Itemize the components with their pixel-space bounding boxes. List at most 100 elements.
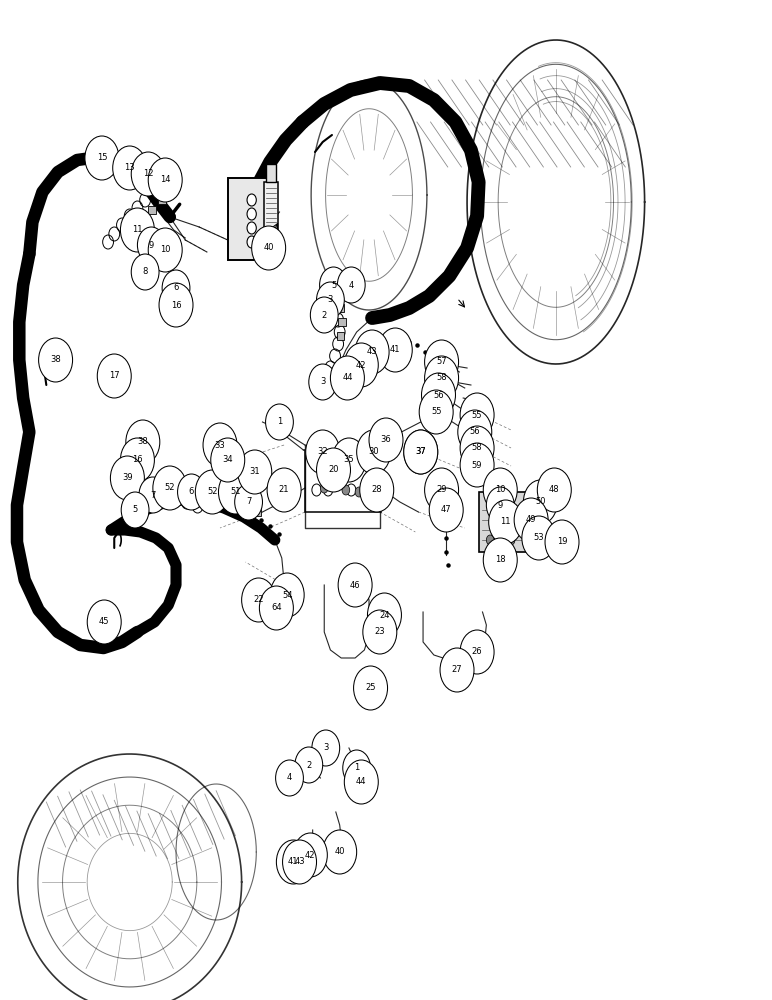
Circle shape [312, 730, 340, 766]
Text: 40: 40 [263, 243, 274, 252]
Circle shape [235, 484, 262, 520]
Text: 52: 52 [164, 484, 175, 492]
Bar [336, 304, 344, 312]
Circle shape [419, 390, 453, 434]
Text: 7: 7 [246, 497, 251, 506]
Text: 44: 44 [356, 778, 367, 786]
Circle shape [422, 373, 455, 417]
Text: 50: 50 [535, 497, 546, 506]
Circle shape [460, 630, 494, 674]
Text: 52: 52 [207, 488, 218, 496]
Text: 11: 11 [500, 518, 511, 526]
Text: 57: 57 [436, 358, 447, 366]
Text: 29: 29 [436, 486, 447, 494]
Circle shape [507, 535, 515, 545]
Text: 1: 1 [354, 764, 359, 772]
Text: 38: 38 [50, 356, 61, 364]
Text: 42: 42 [305, 850, 316, 859]
Circle shape [344, 343, 378, 387]
FancyBboxPatch shape [228, 178, 276, 260]
Circle shape [110, 456, 144, 500]
Circle shape [486, 535, 494, 545]
FancyBboxPatch shape [305, 450, 381, 512]
Circle shape [211, 438, 245, 482]
Text: 37: 37 [415, 448, 426, 456]
Text: 5: 5 [331, 280, 336, 290]
Circle shape [483, 468, 517, 512]
Circle shape [238, 450, 272, 494]
Text: 5: 5 [133, 506, 137, 514]
Circle shape [113, 146, 147, 190]
Text: 59: 59 [472, 460, 482, 470]
Circle shape [39, 338, 73, 382]
Text: 56: 56 [433, 390, 444, 399]
Circle shape [323, 830, 357, 874]
Circle shape [460, 443, 494, 487]
Circle shape [320, 460, 328, 470]
Circle shape [247, 236, 256, 248]
Text: 10: 10 [495, 486, 506, 494]
Bar [137, 214, 145, 222]
Text: 2: 2 [322, 310, 327, 320]
Circle shape [218, 470, 252, 514]
Text: 42: 42 [356, 360, 367, 369]
Bar [338, 318, 346, 326]
Bar [148, 206, 156, 214]
Text: 25: 25 [365, 684, 376, 692]
Circle shape [378, 328, 412, 372]
Circle shape [458, 410, 492, 454]
Circle shape [317, 448, 350, 492]
Text: 35: 35 [344, 456, 354, 464]
Circle shape [137, 227, 165, 263]
Circle shape [342, 462, 350, 472]
Circle shape [120, 438, 154, 482]
Text: 41: 41 [390, 346, 401, 355]
Text: 23: 23 [374, 628, 385, 637]
Circle shape [342, 485, 350, 495]
Text: 1: 1 [277, 418, 282, 426]
Circle shape [283, 840, 317, 884]
Circle shape [460, 393, 494, 437]
Text: 12: 12 [143, 169, 154, 178]
Text: 40: 40 [334, 848, 345, 856]
Circle shape [460, 426, 494, 470]
Text: 28: 28 [371, 486, 382, 494]
Circle shape [496, 533, 504, 543]
Text: 58: 58 [436, 373, 447, 382]
Circle shape [514, 498, 548, 542]
Text: 38: 38 [137, 438, 148, 446]
Text: 13: 13 [124, 163, 135, 172]
Circle shape [425, 340, 459, 384]
Circle shape [404, 430, 438, 474]
Text: 49: 49 [526, 516, 537, 524]
Circle shape [126, 420, 160, 464]
Text: 47: 47 [441, 506, 452, 514]
Text: 48: 48 [549, 486, 560, 494]
Text: 9: 9 [149, 240, 154, 249]
Circle shape [332, 438, 366, 482]
Text: 10: 10 [160, 245, 171, 254]
Circle shape [270, 573, 304, 617]
Circle shape [440, 648, 474, 692]
Bar [334, 292, 341, 300]
Text: 44: 44 [342, 373, 353, 382]
Circle shape [148, 228, 182, 272]
Text: 20: 20 [328, 466, 339, 475]
Circle shape [178, 474, 205, 510]
Circle shape [337, 267, 365, 303]
Text: 64: 64 [271, 603, 282, 612]
Circle shape [131, 152, 165, 196]
Text: 6: 6 [189, 488, 194, 496]
Circle shape [429, 488, 463, 532]
Bar [158, 196, 166, 204]
Bar [266, 164, 276, 182]
Text: 41: 41 [288, 857, 299, 866]
Circle shape [87, 600, 121, 644]
Circle shape [131, 254, 159, 290]
Bar [253, 508, 261, 516]
Text: 6: 6 [174, 284, 178, 292]
Circle shape [367, 593, 401, 637]
Circle shape [276, 840, 310, 884]
Text: 3: 3 [328, 296, 333, 304]
Circle shape [369, 418, 403, 462]
